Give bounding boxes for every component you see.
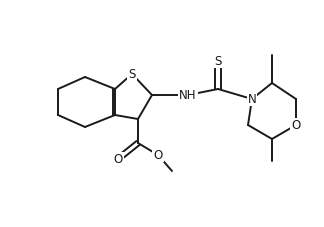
- Text: O: O: [113, 153, 122, 166]
- Text: S: S: [128, 68, 136, 81]
- Text: S: S: [214, 55, 222, 68]
- Text: O: O: [291, 119, 301, 132]
- Text: NH: NH: [179, 89, 197, 102]
- Text: O: O: [153, 149, 163, 162]
- Text: N: N: [248, 93, 256, 106]
